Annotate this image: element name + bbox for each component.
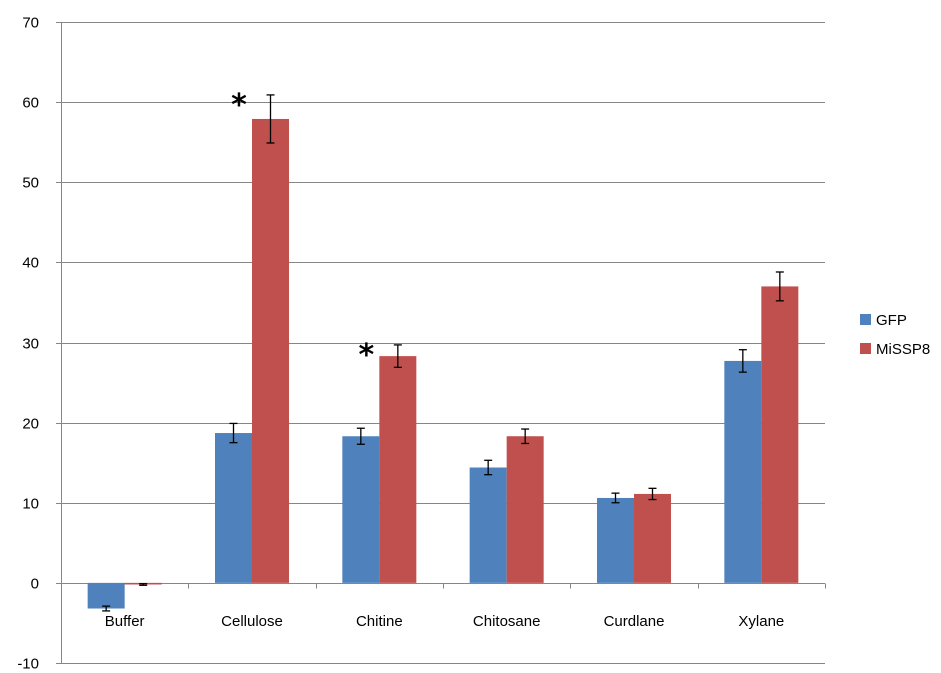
y-tick-label: 30 [22,336,39,353]
significance-asterisk: * [358,338,374,373]
error-bars [102,94,784,612]
y-tick-label: 40 [22,255,39,272]
legend-swatch-missp8 [860,343,871,354]
bar-gfp-chitosane [469,467,507,583]
category-label: Cellulose [221,613,283,630]
y-tick-label: -10 [17,656,39,673]
bars [87,118,799,609]
legend-label-missp8: MiSSP8 [876,341,930,358]
y-tick-label: 20 [22,416,39,433]
legend: GFP MiSSP8 [860,312,930,358]
axes [56,22,826,664]
bar-missp8-curdlane [634,493,671,583]
bar-gfp-cellulose [215,433,252,583]
category-label: Xylane [738,613,784,630]
legend-label-gfp: GFP [876,312,907,329]
category-label: Chitosane [473,613,541,630]
y-tick-label: 70 [22,15,39,32]
y-tick-label: 0 [31,576,39,593]
y-tick-label: 60 [22,95,39,112]
legend-swatch-gfp [860,314,871,325]
bar-gfp-chitine [342,436,380,583]
category-label: Buffer [105,613,145,630]
bar-gfp-xylane [724,360,762,583]
category-label: Chitine [356,613,403,630]
category-label: Curdlane [604,613,665,630]
bar-gfp-buffer [87,582,125,609]
bar-gfp-curdlane [597,497,634,583]
y-tick-label: 10 [22,496,39,513]
bar-missp8-cellulose [252,118,289,583]
bar-missp8-chitine [379,356,417,583]
labels: -10 0 10 20 30 40 50 60 70 Buffer Cellulose Chitine… [17,15,784,673]
significance-asterisk: * [231,88,247,123]
gridlines [61,22,825,664]
bar-missp8-chitosane [506,436,544,583]
bar-missp8-xylane [761,286,799,583]
y-tick-label: 50 [22,175,39,192]
